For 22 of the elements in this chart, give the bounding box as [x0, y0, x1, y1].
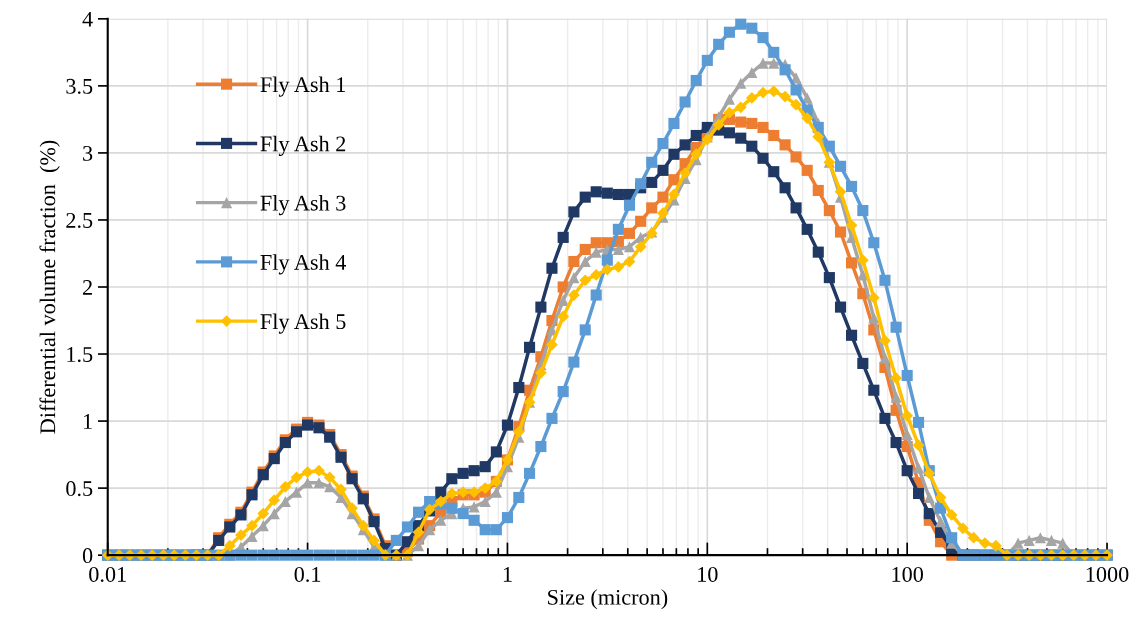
y-tick-label: 0.5 [66, 481, 93, 497]
x-tick-label: 0.01 [89, 566, 126, 582]
legend-label: Fly Ash 4 [260, 254, 346, 275]
x-tick-label: 100 [892, 566, 923, 582]
x-tick-label: 10 [698, 566, 718, 582]
y-axis-title: Differential volume fraction (%) [39, 140, 60, 434]
x-axis-title: Size (micron) [548, 589, 668, 610]
y-tick-label: 3.5 [66, 78, 93, 94]
y-tick-label: 4 [82, 11, 93, 27]
legend-label: Fly Ash 5 [260, 313, 346, 334]
x-tick-label: 0.1 [294, 566, 321, 582]
y-tick-label: 2 [83, 279, 92, 295]
y-tick-label: 0 [82, 548, 93, 564]
y-tick-label: 2.5 [66, 212, 93, 228]
legend-label: Fly Ash 3 [260, 195, 346, 216]
y-tick-label: 1.5 [67, 347, 93, 363]
y-tick-label: 3 [83, 145, 93, 161]
x-tick-label: 1000 [1086, 566, 1129, 582]
y-tick-label: 1 [83, 414, 92, 429]
legend-label: Fly Ash 1 [260, 76, 346, 97]
x-tick-label: 1 [503, 567, 512, 582]
legend-label: Fly Ash 2 [260, 135, 346, 156]
